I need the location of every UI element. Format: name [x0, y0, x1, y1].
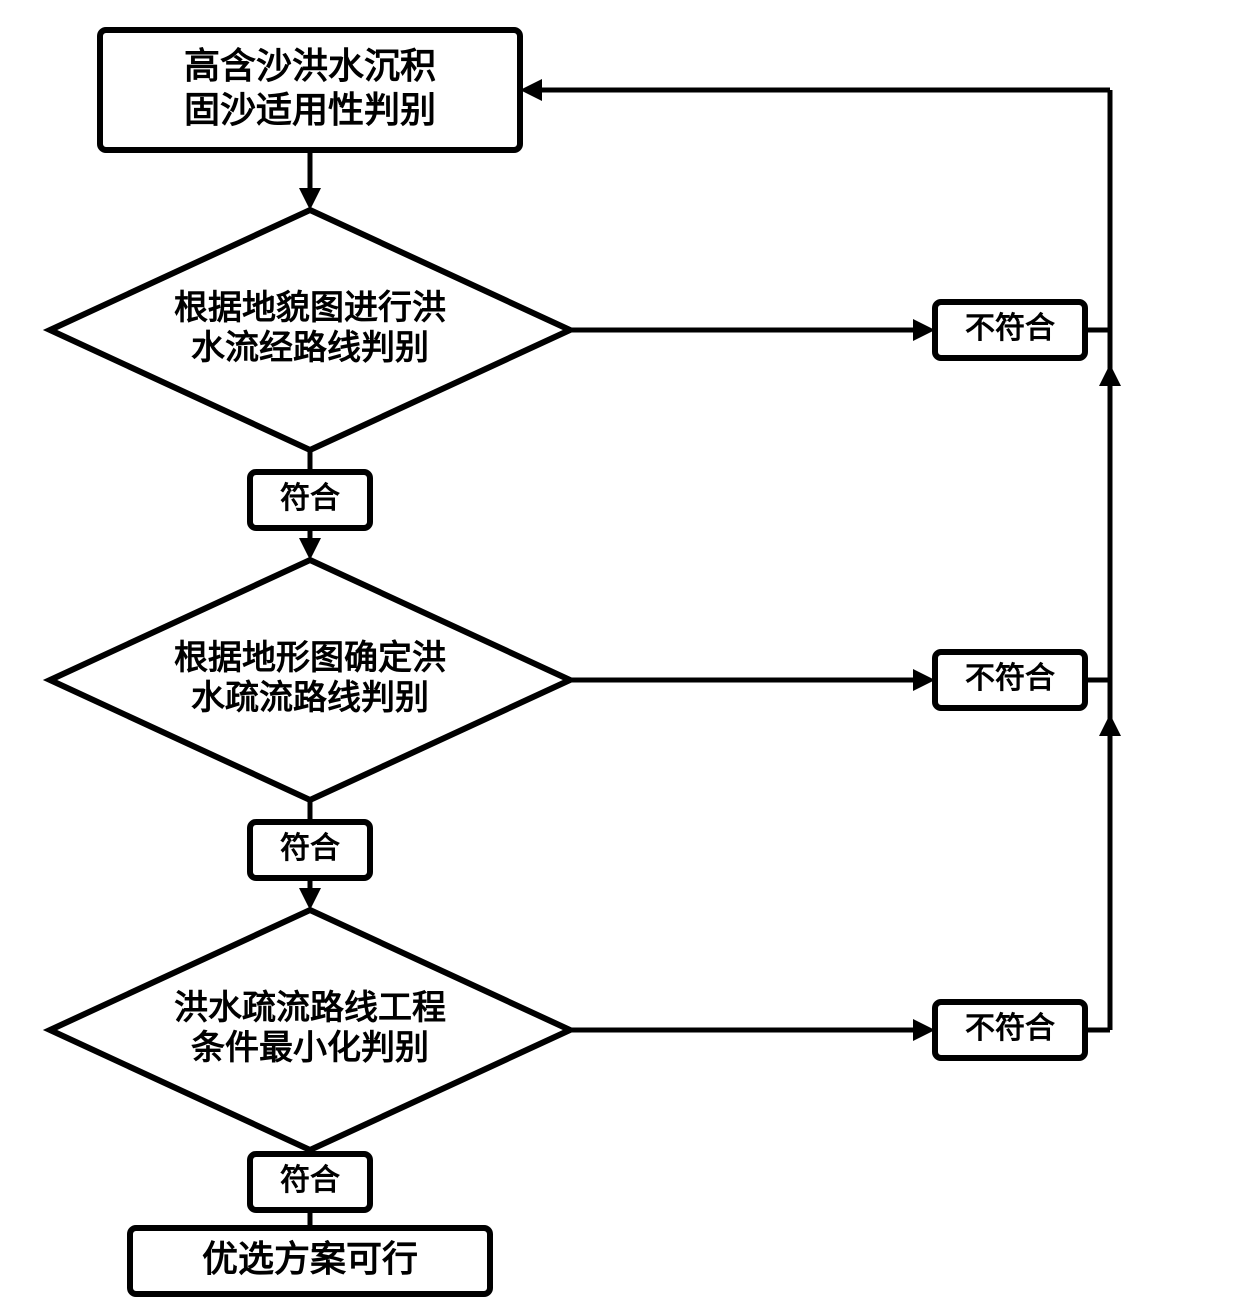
- result-text: 优选方案可行: [202, 1238, 418, 1279]
- pass-label-p3: 符合: [280, 1163, 340, 1197]
- fail-label-f2: 不符合: [965, 661, 1055, 695]
- pass-label-p1: 符合: [280, 481, 340, 515]
- fail-label-f3: 不符合: [965, 1011, 1055, 1045]
- fail-label-f1: 不符合: [965, 311, 1055, 345]
- pass-label-p2: 符合: [280, 831, 340, 865]
